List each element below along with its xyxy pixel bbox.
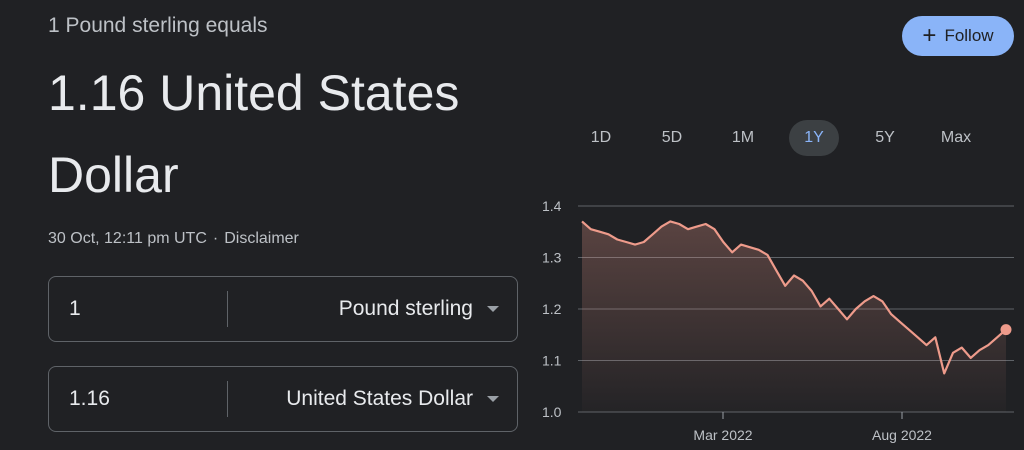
from-currency-row: Pound sterling — [48, 276, 518, 342]
disclaimer-link[interactable]: Disclaimer — [224, 230, 299, 247]
from-currency-label: Pound sterling — [338, 297, 473, 320]
y-tick-label: 1.1 — [542, 353, 562, 369]
range-tab[interactable]: 1M — [731, 129, 755, 146]
x-tick-label: Aug 2022 — [872, 427, 932, 443]
timestamp-line: 30 Oct, 12:11 pm UTC · Disclaimer — [48, 230, 299, 248]
row-divider — [227, 291, 228, 327]
chevron-down-icon — [487, 306, 499, 312]
separator: · — [212, 230, 219, 247]
exchange-rate-chart: 1.4 1.3 1.2 1.1 1.0 Mar 2022 Aug 2022 — [542, 198, 1014, 443]
conversion-result: 1.16 United States Dollar — [48, 65, 460, 203]
range-tab[interactable]: 1Y — [789, 120, 839, 156]
to-currency-select[interactable]: United States Dollar — [286, 367, 499, 431]
from-currency-select[interactable]: Pound sterling — [339, 277, 499, 341]
from-amount-input[interactable] — [69, 277, 209, 341]
chart-series-line — [581, 220, 1007, 375]
range-tab[interactable]: 1D — [590, 129, 612, 146]
y-tick-label: 1.2 — [542, 301, 562, 317]
follow-label: Follow — [944, 26, 994, 45]
to-currency-row: United States Dollar — [48, 366, 518, 432]
chart-area-fill — [582, 221, 1006, 412]
timestamp: 30 Oct, 12:11 pm UTC — [48, 230, 207, 247]
equals-caption: 1 Pound sterling equals — [48, 14, 268, 37]
to-amount-input[interactable] — [69, 367, 209, 431]
range-tab[interactable]: Max — [940, 129, 972, 146]
y-tick-label: 1.0 — [542, 404, 562, 420]
chevron-down-icon — [487, 396, 499, 402]
range-tab[interactable]: 5D — [661, 129, 683, 146]
chart-latest-point[interactable] — [1000, 324, 1012, 336]
y-tick-label: 1.4 — [542, 198, 562, 214]
to-currency-label: United States Dollar — [286, 387, 473, 410]
plus-icon: + — [922, 22, 937, 49]
follow-button[interactable]: + Follow — [902, 16, 1014, 56]
range-tab[interactable]: 5Y — [875, 129, 895, 146]
row-divider — [227, 381, 228, 417]
x-tick-label: Mar 2022 — [693, 427, 752, 443]
y-tick-label: 1.3 — [542, 250, 562, 266]
